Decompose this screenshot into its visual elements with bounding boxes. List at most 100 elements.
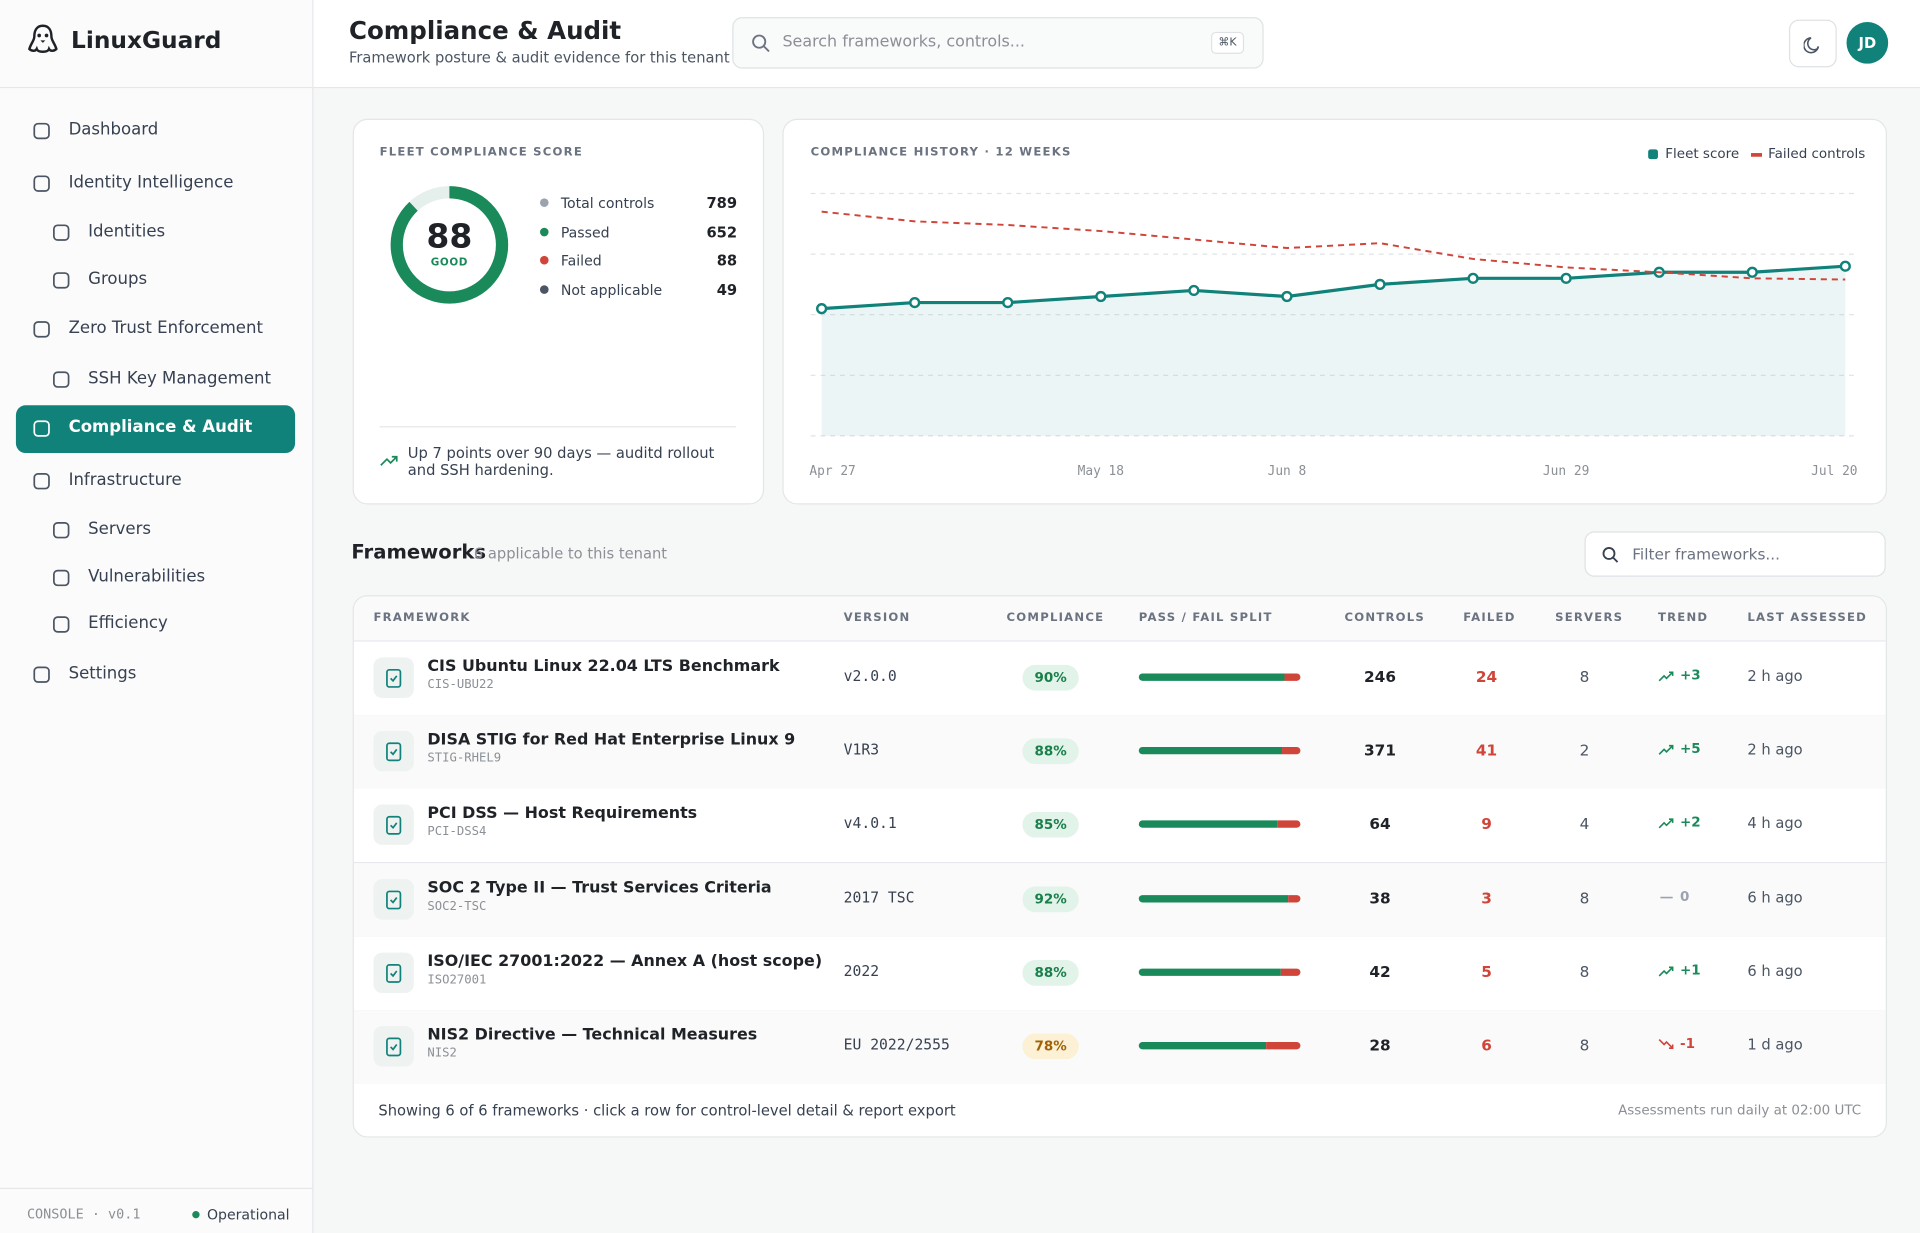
pass-bar — [1138, 673, 1285, 681]
icon-shape — [53, 522, 70, 539]
compliance-pill: 78% — [1022, 1033, 1079, 1060]
legend-dot — [540, 227, 549, 236]
table-footer-note: Assessments run daily at 02:00 UTC — [1618, 1102, 1862, 1118]
legend-dot — [540, 198, 549, 207]
trend: +1 — [1680, 962, 1701, 979]
compliance-pill: 92% — [1022, 886, 1079, 912]
row-icon — [373, 804, 414, 846]
controls: 42 — [1369, 962, 1391, 981]
version: v2.0.0 — [843, 667, 897, 685]
framework-name: NIS2 Directive — Technical Measures — [427, 1026, 758, 1045]
legend-dot — [540, 285, 549, 294]
column-header: SERVERS — [1555, 611, 1624, 625]
nav-item[interactable]: Infrastructure — [68, 470, 182, 490]
framework-code: PCI-DSS4 — [427, 825, 487, 840]
legend-value: 88 — [716, 252, 738, 270]
version: EU 2022/2555 — [843, 1035, 950, 1054]
nav-icon — [53, 371, 70, 388]
search-icon — [752, 34, 770, 53]
icon-shape — [33, 122, 50, 140]
x-tick-label: Jun 29 — [1543, 464, 1589, 479]
trend: 0 — [1680, 888, 1690, 905]
clipboard-icon — [386, 668, 402, 688]
trend-icon — [380, 455, 398, 466]
section-subtitle: 6 applicable to this tenant — [473, 544, 668, 563]
icon-shape — [53, 616, 70, 633]
nav-item[interactable]: Compliance & Audit — [68, 417, 253, 438]
nav-icon — [33, 473, 50, 490]
nav-item[interactable]: Groups — [88, 269, 148, 289]
failed: 6 — [1481, 1035, 1492, 1055]
score: 88 — [426, 217, 473, 256]
trend-icon — [1658, 671, 1674, 682]
fail-bar — [1281, 968, 1301, 976]
legend-label: Total controls — [560, 194, 655, 212]
brand: LinuxGuard — [71, 26, 222, 54]
icon-shape — [53, 371, 70, 388]
table-row[interactable] — [353, 789, 1886, 864]
nav-item[interactable]: Dashboard — [68, 120, 159, 140]
table-row[interactable] — [353, 936, 1886, 1012]
avatar[interactable]: JD — [1846, 22, 1889, 64]
last-assessed: 4 h ago — [1747, 814, 1803, 832]
servers: 8 — [1579, 1035, 1590, 1055]
icon-shape — [33, 666, 50, 683]
nav-item[interactable]: SSH Key Management — [88, 368, 271, 389]
nav-icon — [33, 420, 50, 437]
compliance-pill: 85% — [1022, 812, 1079, 839]
table-row[interactable] — [353, 862, 1886, 938]
trend-icon — [1660, 896, 1673, 898]
nav-item[interactable]: Servers — [88, 519, 151, 539]
last-assessed: 6 h ago — [1747, 888, 1803, 906]
framework-name: DISA STIG for Red Hat Enterprise Linux 9 — [427, 731, 796, 750]
section-title: Frameworks — [351, 540, 487, 564]
framework-code: CIS-UBU22 — [427, 678, 494, 692]
sidebar: LinuxGuard Dashboard Identity Intelligenc… — [0, 0, 314, 1233]
status: Operational — [206, 1206, 290, 1224]
nav-item[interactable]: Vulnerabilities — [88, 566, 206, 587]
table-row[interactable] — [353, 1010, 1886, 1084]
x-tick-label: Jun 8 — [1268, 464, 1307, 479]
failed: 41 — [1475, 741, 1498, 760]
series-line — [821, 210, 1846, 281]
trend: +3 — [1680, 667, 1701, 684]
point — [816, 303, 828, 315]
failed: 9 — [1481, 814, 1492, 834]
filter[interactable]: Filter frameworks... — [1584, 531, 1886, 577]
point — [1095, 290, 1107, 303]
pass-bar — [1138, 747, 1283, 755]
nav-icon — [53, 224, 70, 241]
framework-code: ISO27001 — [427, 973, 487, 987]
nav-item[interactable]: Efficiency — [88, 613, 168, 634]
nav-item[interactable]: Identities — [88, 221, 166, 242]
table-row[interactable] — [353, 715, 1886, 791]
shortcut: ⌘K — [1211, 31, 1244, 54]
pass-bar — [1138, 968, 1282, 976]
series-line — [821, 264, 1846, 311]
column-header: CONTROLS — [1344, 611, 1426, 625]
column-header: FRAMEWORK — [373, 611, 471, 625]
theme-toggle[interactable] — [1788, 19, 1837, 68]
clipboard-icon — [386, 742, 402, 762]
point — [1374, 278, 1386, 291]
nav-item[interactable]: Identity Intelligence — [68, 172, 234, 193]
servers: 8 — [1579, 888, 1590, 907]
point — [909, 296, 921, 309]
servers: 8 — [1579, 667, 1590, 686]
x-tick-label: May 18 — [1078, 464, 1124, 479]
controls: 38 — [1369, 888, 1391, 907]
trend-arrow — [1658, 745, 1674, 756]
nav-icon — [33, 122, 50, 140]
legend-label: Not applicable — [560, 281, 663, 299]
nav-item[interactable]: Zero Trust Enforcement — [68, 318, 263, 338]
row-icon — [373, 657, 414, 698]
nav-item[interactable]: Settings — [68, 663, 137, 684]
x-tick-label: Jul 20 — [1811, 464, 1857, 479]
point — [1467, 272, 1479, 284]
column-header: LAST ASSESSED — [1747, 611, 1868, 625]
trend: +2 — [1680, 814, 1701, 831]
search[interactable]: Search frameworks, controls... ⌘K — [732, 17, 1264, 69]
table-row[interactable] — [353, 641, 1886, 717]
nav-active[interactable] — [15, 405, 296, 454]
